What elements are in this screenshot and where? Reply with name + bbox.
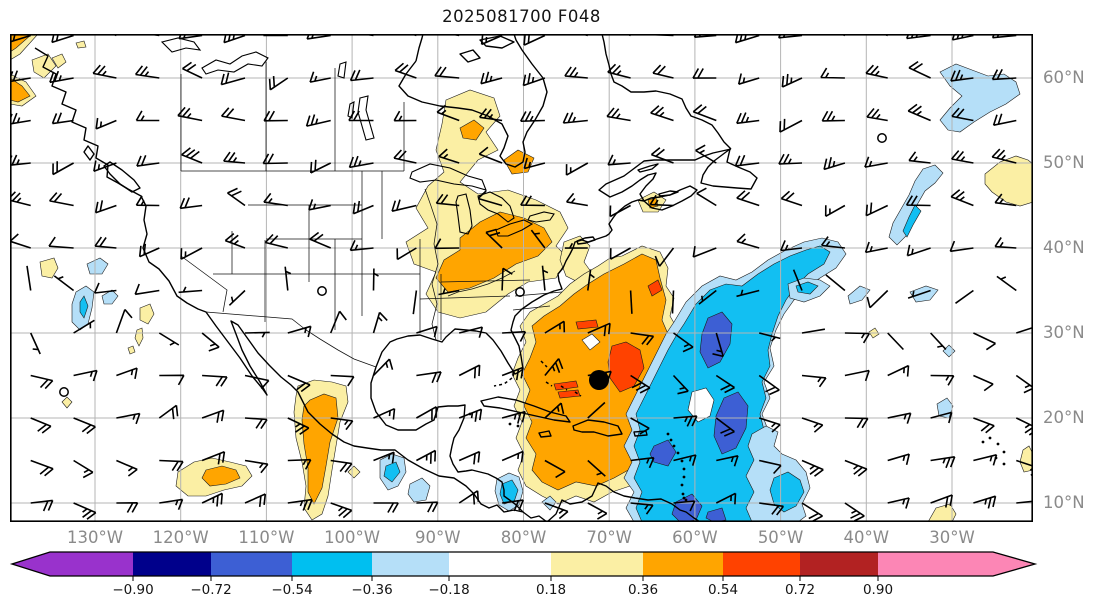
contour-fill-region (581, 333, 601, 351)
lon-tick-label: 30°W (929, 528, 975, 547)
wind-barbs (6, 17, 1041, 522)
map-frame (10, 34, 1034, 522)
colorbar-segment (372, 552, 449, 576)
contour-fill-region (127, 345, 136, 355)
lat-tick-label: 20°N (1043, 408, 1085, 427)
lon-tick-label: 90°W (415, 528, 461, 547)
small-islands (468, 360, 1006, 502)
contour-fill-region (1019, 445, 1034, 473)
contour-fill-region (51, 53, 67, 69)
colorbar-tick-label: 0.18 (535, 582, 567, 598)
lon-tick-label: 40°W (843, 528, 890, 547)
contour-fill-region (459, 119, 485, 141)
contour-fill-region (383, 461, 401, 483)
contour-fill-region (134, 327, 144, 347)
lat-tick-label: 30°N (1043, 323, 1085, 342)
map-canvas (6, 17, 1041, 526)
contour-fill-region (649, 439, 677, 467)
lon-tick-label: 100°W (324, 528, 381, 547)
colorbar-tick-label: 0.36 (627, 582, 659, 598)
contour-fill-region (75, 40, 87, 49)
lakes (160, 37, 555, 237)
lat-tick-label: 60°N (1043, 68, 1085, 87)
contour-fill-region (713, 391, 749, 455)
contour-fill-region (139, 303, 155, 325)
contour-fill-region (795, 281, 819, 295)
contour-fill-region (909, 285, 939, 303)
contour-fill-region (902, 204, 922, 238)
plot-title: 2025081700 F048 (442, 7, 601, 26)
lat-tick-label: 40°N (1043, 238, 1085, 257)
colorbar-under-arrow (12, 552, 50, 576)
colorbar (0, 548, 1105, 588)
lon-tick-label: 60°W (672, 528, 718, 547)
contour-fill-region (347, 465, 361, 479)
contour-fill-region (699, 311, 733, 369)
colorbar-segment (449, 552, 551, 576)
contour-fill-region (769, 471, 805, 513)
colorbar-tick-label: 0.54 (707, 582, 739, 598)
lon-tick-label: 80°W (500, 528, 547, 547)
colorbar-tick-label: −0.36 (351, 582, 393, 598)
colorbar-svg (9, 551, 1038, 581)
colorbar-tick-label: −0.90 (112, 582, 154, 598)
colorbar-tick-label: −0.72 (190, 582, 232, 598)
storm-position-marker (589, 370, 609, 390)
colorbar-segment (50, 552, 133, 576)
state-borders (180, 62, 563, 368)
lon-tick-label: 120°W (152, 528, 209, 547)
coastlines (34, 33, 758, 523)
colorbar-tick-label: −0.54 (271, 582, 313, 598)
colorbar-segment (292, 552, 372, 576)
colorbar-tick-label: −0.18 (428, 582, 470, 598)
contour-fill-region (633, 245, 831, 523)
colorbar-segment (133, 552, 211, 576)
contour-fill-region (942, 344, 956, 358)
contour-fill-region (301, 393, 339, 505)
contour-fill-region (79, 295, 89, 319)
colorbar-segment (878, 552, 993, 576)
shaded-regions (9, 33, 1034, 523)
contour-fill-region (647, 279, 663, 297)
colorbar-segment (211, 552, 292, 576)
contour-fill-region (575, 319, 599, 330)
lat-tick-label: 10°N (1043, 493, 1085, 512)
contour-fill-region (553, 380, 579, 391)
lon-tick-label: 110°W (238, 528, 295, 547)
lat-tick-label: 50°N (1043, 153, 1085, 172)
contour-fill-region (61, 396, 73, 409)
colorbar-outline (9, 551, 1038, 577)
colorbar-over-arrow (993, 552, 1035, 576)
colorbar-segment (800, 552, 878, 576)
lon-tick-label: 50°W (757, 528, 804, 547)
lon-tick-label: 70°W (586, 528, 632, 547)
contour-fill-region (407, 477, 431, 503)
colorbar-segment (551, 552, 643, 576)
contour-fill-region (201, 465, 241, 487)
colorbar-segment (643, 552, 723, 576)
contour-fill-region (939, 63, 1021, 133)
contour-fill-region (86, 257, 109, 275)
colorbar-tick-label: 0.90 (862, 582, 894, 598)
colorbar-segment (723, 552, 800, 576)
lon-tick-label: 130°W (66, 528, 124, 547)
map-svg (6, 17, 1041, 523)
colorbar-tick-label: 0.72 (784, 582, 816, 598)
calm-wind-circles (59, 133, 887, 397)
contour-fill-region (39, 257, 59, 279)
